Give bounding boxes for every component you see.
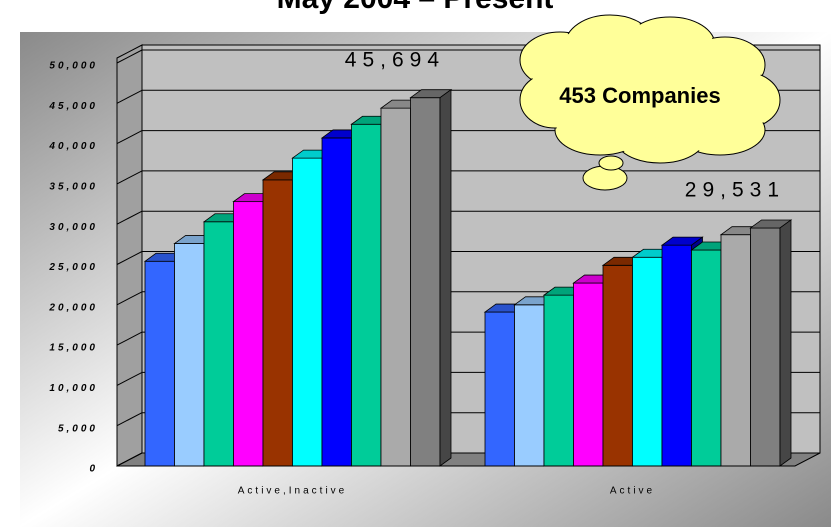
bar — [692, 250, 722, 466]
data-label: 29,531 — [685, 179, 785, 202]
bar — [544, 295, 574, 466]
bar — [721, 235, 751, 466]
bar — [352, 124, 382, 466]
bar-side — [440, 90, 451, 466]
bar — [234, 202, 264, 466]
y-tick-label: 30,000 — [49, 222, 98, 233]
y-tick-label: 5,000 — [58, 423, 98, 434]
bar — [263, 180, 293, 466]
chart: May 2004 – Present 0 5,000 10,000 15,000 20,… — [0, 0, 831, 527]
bar — [411, 98, 441, 466]
bar — [293, 158, 323, 466]
bar — [381, 108, 411, 466]
y-tick-label: 0 — [89, 464, 98, 475]
bar — [751, 228, 781, 466]
y-tick-label: 25,000 — [48, 262, 98, 273]
bar — [145, 261, 175, 466]
y-tick-label: 15,000 — [49, 343, 98, 354]
x-tick-label: Active — [610, 486, 655, 497]
bar — [204, 222, 234, 466]
bar — [662, 245, 692, 466]
side-wall — [117, 45, 142, 466]
y-tick-label: 35,000 — [49, 182, 98, 193]
x-tick-label: Active,Inactive — [238, 486, 347, 497]
bar — [515, 305, 545, 466]
bar — [574, 283, 604, 466]
bar — [175, 244, 205, 466]
annotation: 453 Companies — [559, 83, 720, 108]
chart-title: May 2004 – Present — [277, 0, 554, 15]
y-tick-label: 10,000 — [49, 383, 98, 394]
y-tick-label: 50,000 — [49, 61, 98, 72]
bar — [322, 138, 352, 466]
data-label: 45,694 — [345, 48, 445, 71]
y-tick-label: 20,000 — [48, 302, 98, 313]
bar — [633, 257, 663, 466]
bar — [485, 312, 515, 466]
bar-side — [780, 220, 791, 466]
bar — [603, 265, 633, 466]
y-tick-label: 40,000 — [48, 141, 98, 152]
cloud-puff — [599, 156, 623, 170]
y-tick-label: 45,000 — [48, 101, 98, 112]
